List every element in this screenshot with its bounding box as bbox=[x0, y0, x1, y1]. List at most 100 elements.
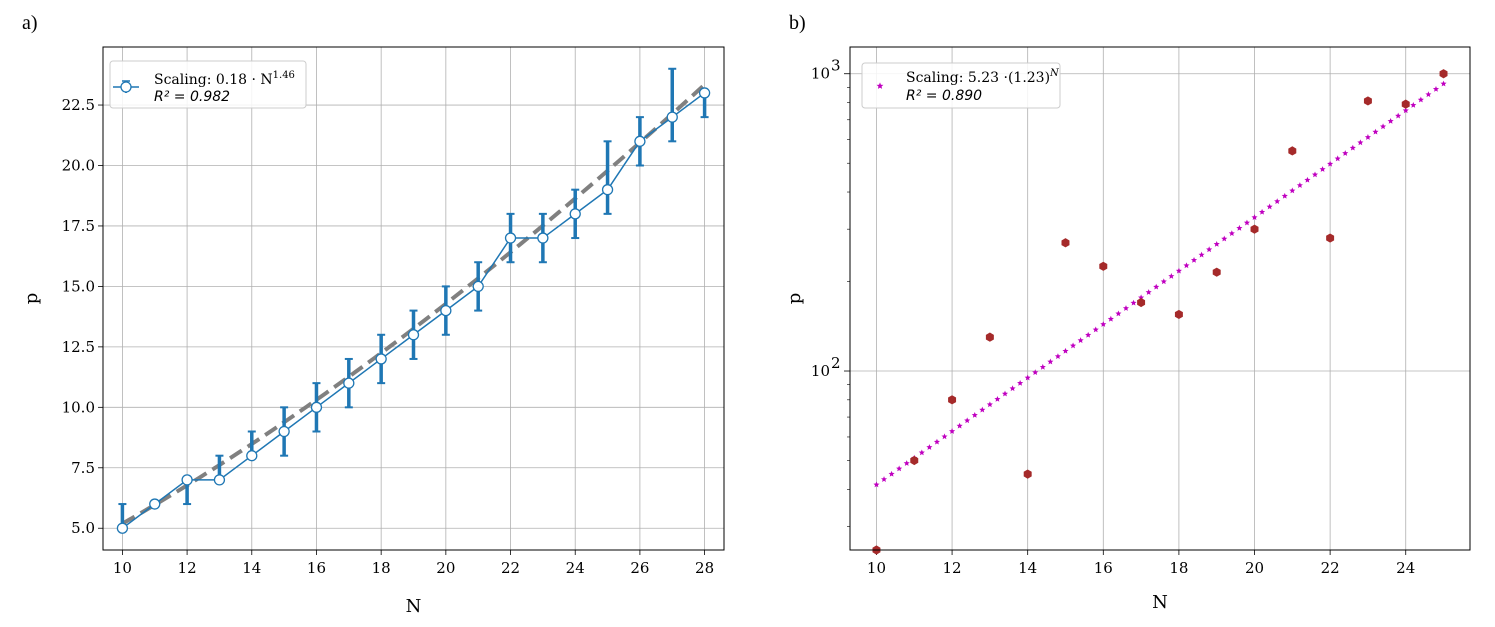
x-tick-label: 22 bbox=[1321, 559, 1340, 577]
fit-star bbox=[1349, 144, 1356, 151]
fit-star bbox=[1206, 246, 1213, 253]
fit-star bbox=[1085, 331, 1092, 338]
x-tick-label: 20 bbox=[1245, 559, 1264, 577]
legend-r2: R² = 0.890 bbox=[906, 88, 982, 104]
fit-star bbox=[1296, 182, 1303, 188]
data-point bbox=[910, 455, 919, 466]
y-tick-label: 7.5 bbox=[71, 459, 95, 477]
fit-star bbox=[1130, 299, 1137, 306]
data-point bbox=[1061, 238, 1070, 248]
fit-star bbox=[964, 417, 971, 424]
fit-star bbox=[1266, 203, 1273, 210]
fit-star bbox=[926, 444, 933, 450]
data-point bbox=[1250, 224, 1259, 234]
fit-star bbox=[903, 460, 910, 466]
fit-star bbox=[1243, 219, 1250, 226]
y-tick-label: 10 bbox=[811, 362, 830, 380]
x-tick-label: 16 bbox=[307, 559, 326, 577]
data-point bbox=[343, 377, 355, 389]
fit-star bbox=[1410, 101, 1417, 108]
fit-star bbox=[1092, 326, 1099, 333]
x-tick-label: 26 bbox=[630, 559, 649, 577]
data-point bbox=[634, 135, 646, 147]
fit-star bbox=[918, 449, 925, 456]
y-tick-label: 20.0 bbox=[62, 156, 95, 174]
fit-star bbox=[949, 428, 956, 434]
fit-star bbox=[1100, 321, 1107, 327]
fit-star bbox=[1115, 310, 1122, 317]
y-tick-label: 17.5 bbox=[62, 217, 95, 235]
fit-star bbox=[1039, 363, 1046, 370]
data-point bbox=[985, 332, 994, 342]
fit-star bbox=[1183, 262, 1190, 269]
plot-frame bbox=[102, 46, 725, 551]
x-tick-label: 12 bbox=[943, 559, 962, 577]
fit-star bbox=[1380, 123, 1387, 130]
data-point bbox=[698, 87, 711, 99]
fit-star bbox=[1153, 283, 1160, 290]
fit-star bbox=[979, 406, 986, 413]
legend-box bbox=[109, 60, 307, 109]
legend-r2: R² = 0.982 bbox=[154, 89, 230, 105]
fit-star bbox=[873, 481, 880, 488]
x-tick-label: 10 bbox=[113, 559, 132, 577]
fit-star bbox=[1145, 289, 1152, 295]
fit-star bbox=[1432, 85, 1440, 92]
x-axis-label: N bbox=[1152, 592, 1168, 613]
data-point bbox=[1363, 96, 1372, 106]
fit-star bbox=[994, 395, 1001, 402]
fit-star bbox=[1168, 273, 1175, 279]
fit-star bbox=[1070, 342, 1077, 349]
data-point bbox=[1212, 267, 1221, 277]
fit-star bbox=[1122, 305, 1130, 311]
fit-star bbox=[1017, 379, 1024, 386]
fit-star bbox=[896, 465, 903, 472]
fit-star bbox=[1228, 230, 1235, 237]
fit-star bbox=[1357, 139, 1364, 146]
fit-star bbox=[1395, 112, 1402, 119]
y-tick-label: 10 bbox=[811, 65, 830, 83]
y-axis-label: p bbox=[21, 293, 42, 305]
fit-star bbox=[1001, 390, 1009, 397]
data-point bbox=[181, 474, 193, 486]
legend-label: Scaling: 5.23 ·(1.23)N bbox=[906, 68, 1060, 86]
data-point bbox=[246, 450, 258, 462]
data-point bbox=[537, 232, 549, 244]
data-point bbox=[1137, 297, 1146, 308]
legend: Scaling: 5.23 ·(1.23)N R² = 0.890 bbox=[861, 62, 1061, 109]
y-tick-label: 12.5 bbox=[62, 338, 95, 356]
y-tick-label: 5.0 bbox=[71, 519, 95, 537]
legend-marker bbox=[120, 81, 132, 93]
fit-star bbox=[971, 412, 978, 418]
fit-star bbox=[1372, 128, 1379, 135]
data-point bbox=[407, 329, 420, 341]
y-tick-label: 22.5 bbox=[62, 96, 95, 114]
x-tick-label: 10 bbox=[867, 559, 886, 577]
fit-star bbox=[1364, 134, 1371, 140]
x-tick-label: 16 bbox=[1094, 559, 1113, 577]
plot-frame bbox=[849, 46, 1471, 551]
data-point bbox=[666, 111, 678, 123]
fit-star bbox=[1062, 347, 1069, 354]
data-point bbox=[1023, 469, 1032, 479]
x-tick-label: 28 bbox=[695, 559, 714, 577]
data-point bbox=[149, 498, 161, 510]
fit-star bbox=[888, 470, 895, 477]
data-point bbox=[1288, 146, 1297, 156]
fit-star bbox=[1024, 374, 1031, 381]
y-tick-exponent: 3 bbox=[831, 57, 841, 75]
fit-star bbox=[933, 438, 940, 445]
fit-star bbox=[880, 476, 888, 482]
x-tick-label: 24 bbox=[566, 559, 585, 577]
fit-star bbox=[1425, 91, 1432, 98]
y-tick-label: 15.0 bbox=[62, 277, 95, 295]
fit-star bbox=[1198, 251, 1205, 258]
fit-star bbox=[1138, 294, 1145, 301]
fit-star bbox=[1334, 155, 1341, 162]
fit-star bbox=[1160, 278, 1167, 285]
data-point bbox=[1174, 309, 1183, 320]
data-point bbox=[375, 353, 387, 365]
